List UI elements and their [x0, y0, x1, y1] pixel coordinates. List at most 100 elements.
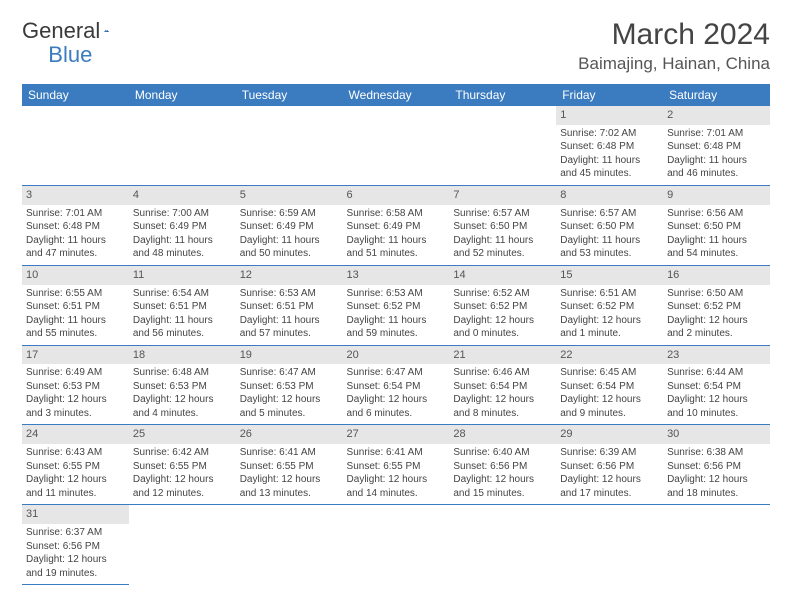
calendar-cell: 25Sunrise: 6:42 AMSunset: 6:55 PMDayligh…: [129, 425, 236, 505]
day-number: 15: [556, 266, 663, 285]
daylight-text: and 3 minutes.: [26, 407, 125, 421]
daylight-text: Daylight: 11 hours: [560, 154, 659, 168]
sunrise-text: Sunrise: 6:46 AM: [453, 366, 552, 380]
sunrise-text: Sunrise: 6:52 AM: [453, 287, 552, 301]
daylight-text: and 53 minutes.: [560, 247, 659, 261]
day-number: 22: [556, 346, 663, 365]
day-number: 5: [236, 186, 343, 205]
daylight-text: Daylight: 12 hours: [133, 393, 232, 407]
daylight-text: Daylight: 11 hours: [560, 234, 659, 248]
calendar-cell: 19Sunrise: 6:47 AMSunset: 6:53 PMDayligh…: [236, 345, 343, 425]
daylight-text: and 5 minutes.: [240, 407, 339, 421]
sunset-text: Sunset: 6:51 PM: [26, 300, 125, 314]
daylight-text: and 6 minutes.: [347, 407, 446, 421]
calendar-cell: 15Sunrise: 6:51 AMSunset: 6:52 PMDayligh…: [556, 265, 663, 345]
day-number: 26: [236, 425, 343, 444]
sunset-text: Sunset: 6:52 PM: [347, 300, 446, 314]
daylight-text: and 56 minutes.: [133, 327, 232, 341]
calendar-cell: 26Sunrise: 6:41 AMSunset: 6:55 PMDayligh…: [236, 425, 343, 505]
daylight-text: and 54 minutes.: [667, 247, 766, 261]
sunrise-text: Sunrise: 6:59 AM: [240, 207, 339, 221]
sunset-text: Sunset: 6:50 PM: [453, 220, 552, 234]
day-number: 14: [449, 266, 556, 285]
day-header: Wednesday: [343, 84, 450, 106]
calendar-cell: 22Sunrise: 6:45 AMSunset: 6:54 PMDayligh…: [556, 345, 663, 425]
daylight-text: and 8 minutes.: [453, 407, 552, 421]
daylight-text: Daylight: 12 hours: [240, 393, 339, 407]
day-number: 6: [343, 186, 450, 205]
day-number: 17: [22, 346, 129, 365]
daylight-text: and 19 minutes.: [26, 567, 125, 581]
day-header: Friday: [556, 84, 663, 106]
daylight-text: Daylight: 12 hours: [240, 473, 339, 487]
daylight-text: and 48 minutes.: [133, 247, 232, 261]
day-header: Saturday: [663, 84, 770, 106]
sunrise-text: Sunrise: 6:57 AM: [453, 207, 552, 221]
day-header: Thursday: [449, 84, 556, 106]
daylight-text: Daylight: 12 hours: [560, 393, 659, 407]
sunrise-text: Sunrise: 6:37 AM: [26, 526, 125, 540]
daylight-text: Daylight: 12 hours: [560, 473, 659, 487]
day-number: 2: [663, 106, 770, 125]
logo-text-blue: Blue: [48, 42, 92, 68]
daylight-text: Daylight: 11 hours: [240, 314, 339, 328]
day-number: 3: [22, 186, 129, 205]
daylight-text: Daylight: 12 hours: [133, 473, 232, 487]
day-number: 13: [343, 266, 450, 285]
logo-text-general: General: [22, 18, 100, 44]
daylight-text: Daylight: 12 hours: [453, 473, 552, 487]
daylight-text: and 46 minutes.: [667, 167, 766, 181]
sunrise-text: Sunrise: 6:58 AM: [347, 207, 446, 221]
sunrise-text: Sunrise: 7:00 AM: [133, 207, 232, 221]
day-number: 19: [236, 346, 343, 365]
logo: General: [22, 18, 132, 44]
calendar-week: 1Sunrise: 7:02 AMSunset: 6:48 PMDaylight…: [22, 106, 770, 185]
calendar-head: SundayMondayTuesdayWednesdayThursdayFrid…: [22, 84, 770, 106]
sunrise-text: Sunrise: 6:40 AM: [453, 446, 552, 460]
logo-blue-row: General Blue: [22, 42, 92, 68]
daylight-text: and 17 minutes.: [560, 487, 659, 501]
calendar-cell: 29Sunrise: 6:39 AMSunset: 6:56 PMDayligh…: [556, 425, 663, 505]
daylight-text: and 11 minutes.: [26, 487, 125, 501]
calendar-cell-empty: [236, 505, 343, 585]
sunrise-text: Sunrise: 6:48 AM: [133, 366, 232, 380]
calendar-cell-empty: [449, 106, 556, 185]
day-number: 10: [22, 266, 129, 285]
day-number: 8: [556, 186, 663, 205]
calendar-cell: 23Sunrise: 6:44 AMSunset: 6:54 PMDayligh…: [663, 345, 770, 425]
sunset-text: Sunset: 6:49 PM: [347, 220, 446, 234]
day-number: 24: [22, 425, 129, 444]
daylight-text: and 1 minute.: [560, 327, 659, 341]
sunrise-text: Sunrise: 6:53 AM: [240, 287, 339, 301]
calendar-cell-empty: [129, 106, 236, 185]
day-number: 4: [129, 186, 236, 205]
daylight-text: and 57 minutes.: [240, 327, 339, 341]
calendar-cell-empty: [663, 505, 770, 585]
daylight-text: Daylight: 12 hours: [560, 314, 659, 328]
daylight-text: Daylight: 11 hours: [347, 314, 446, 328]
sunrise-text: Sunrise: 6:50 AM: [667, 287, 766, 301]
daylight-text: and 2 minutes.: [667, 327, 766, 341]
sunset-text: Sunset: 6:54 PM: [347, 380, 446, 394]
sunset-text: Sunset: 6:50 PM: [560, 220, 659, 234]
sunrise-text: Sunrise: 6:41 AM: [240, 446, 339, 460]
day-number: 1: [556, 106, 663, 125]
daylight-text: Daylight: 12 hours: [347, 473, 446, 487]
daylight-text: Daylight: 11 hours: [240, 234, 339, 248]
sunrise-text: Sunrise: 6:42 AM: [133, 446, 232, 460]
header: General March 2024 Baimajing, Hainan, Ch…: [22, 18, 770, 74]
title-block: March 2024 Baimajing, Hainan, China: [578, 18, 770, 74]
calendar-cell-empty: [556, 505, 663, 585]
calendar-cell-empty: [129, 505, 236, 585]
calendar-cell-empty: [236, 106, 343, 185]
daylight-text: Daylight: 12 hours: [347, 393, 446, 407]
sunrise-text: Sunrise: 6:45 AM: [560, 366, 659, 380]
calendar-week: 10Sunrise: 6:55 AMSunset: 6:51 PMDayligh…: [22, 265, 770, 345]
daylight-text: Daylight: 12 hours: [667, 314, 766, 328]
day-number: 12: [236, 266, 343, 285]
daylight-text: Daylight: 11 hours: [667, 154, 766, 168]
calendar-week: 31Sunrise: 6:37 AMSunset: 6:56 PMDayligh…: [22, 505, 770, 585]
day-number: 11: [129, 266, 236, 285]
daylight-text: Daylight: 12 hours: [453, 314, 552, 328]
calendar-cell: 20Sunrise: 6:47 AMSunset: 6:54 PMDayligh…: [343, 345, 450, 425]
